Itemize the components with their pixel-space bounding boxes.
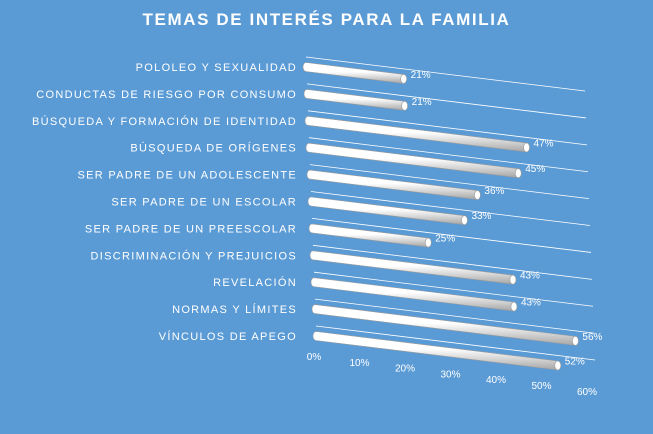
bar-end-cap xyxy=(523,142,530,153)
data-label: 56% xyxy=(582,332,602,343)
bar-end-cap xyxy=(514,168,522,179)
gridline xyxy=(312,244,593,280)
category-label: SER PADRE DE UN PREESCOLAR xyxy=(85,223,297,235)
data-label: 25% xyxy=(435,234,455,245)
bar xyxy=(309,250,517,285)
category-label: BÚSQUEDA DE ORÍGENES xyxy=(130,142,297,155)
category-label: CONDUCTAS DE RIESGO POR CONSUMO xyxy=(36,89,297,101)
gridline xyxy=(310,191,591,226)
bar-end-cap xyxy=(509,274,517,285)
gridline xyxy=(314,298,595,334)
x-tick-label: 20% xyxy=(395,364,415,375)
x-tick-label: 10% xyxy=(349,358,369,369)
chart-title: TEMAS DE INTERÉS PARA LA FAMILIA xyxy=(142,10,511,29)
data-label: 52% xyxy=(565,356,585,367)
x-tick-label: 50% xyxy=(531,381,551,392)
bar-end-cap xyxy=(461,215,468,226)
category-label: SER PADRE DE UN ADOLESCENTE xyxy=(78,170,298,182)
data-label: 47% xyxy=(534,138,554,149)
x-tick-label: 40% xyxy=(486,375,506,386)
bar-end-cap xyxy=(474,190,481,200)
data-label: 21% xyxy=(412,97,432,108)
bar-end-cap xyxy=(400,74,407,84)
bar xyxy=(305,142,522,179)
x-tick-label: 30% xyxy=(440,369,460,380)
bar-end-cap xyxy=(510,301,518,312)
gridline xyxy=(307,110,588,146)
gridline xyxy=(313,271,594,307)
data-label: 21% xyxy=(411,70,431,81)
category-label: POLOLEO Y SEXUALIDAD xyxy=(136,62,297,74)
gridline xyxy=(305,56,586,92)
category-label: REVELACIÓN xyxy=(213,276,297,289)
gridline xyxy=(309,164,590,200)
gridline xyxy=(311,218,592,253)
bar xyxy=(302,62,407,84)
category-label: NORMAS Y LÍMITES xyxy=(172,303,297,316)
category-label: DISCRIMINACIÓN Y PREJUICIOS xyxy=(91,249,297,262)
category-label: VÍNCULOS DE APEGO xyxy=(159,330,297,343)
category-label: BÚSQUEDA Y FORMACIÓN DE IDENTIDAD xyxy=(32,115,297,128)
gridline xyxy=(315,325,596,361)
category-label: SER PADRE DE UN ESCOLAR xyxy=(111,197,297,209)
x-tick-label: 0% xyxy=(307,352,322,363)
data-label: 45% xyxy=(525,164,545,175)
bar-end-cap xyxy=(424,237,432,248)
gridline xyxy=(306,83,587,119)
gridline xyxy=(308,137,589,173)
data-label: 36% xyxy=(484,186,504,197)
bar xyxy=(310,277,518,312)
bar-end-cap xyxy=(572,336,579,346)
x-tick-label: 60% xyxy=(577,387,597,398)
bar xyxy=(303,89,408,111)
data-label: 33% xyxy=(471,211,491,222)
bar-end-cap xyxy=(554,360,562,371)
data-label: 43% xyxy=(520,271,540,282)
data-label: 43% xyxy=(521,298,541,309)
bar xyxy=(308,223,432,248)
bar-end-cap xyxy=(401,101,408,111)
